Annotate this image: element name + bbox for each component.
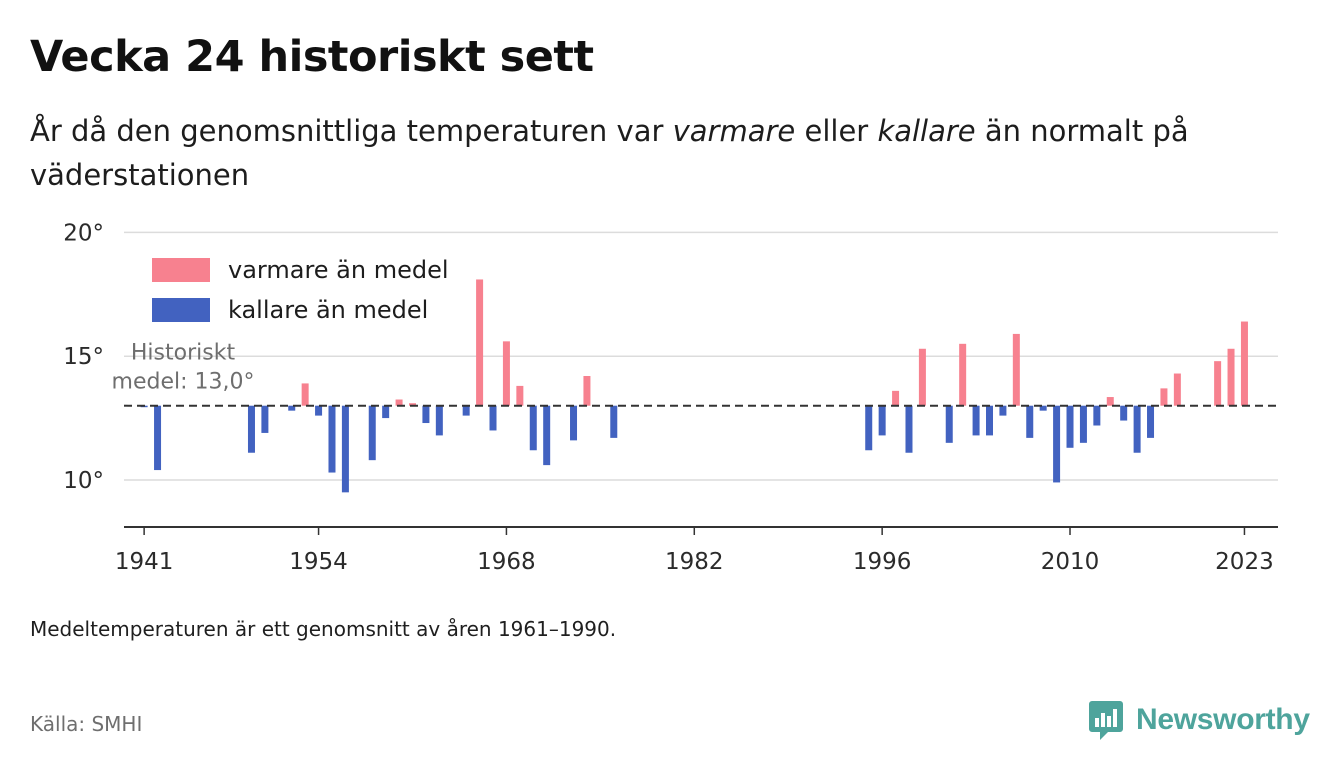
bar-cold <box>1147 405 1155 438</box>
bar-cold <box>1120 405 1128 421</box>
subtitle-part-2: eller <box>795 114 878 148</box>
bar-cold <box>435 405 443 436</box>
bar-cold <box>1026 405 1034 438</box>
bar-warm <box>301 383 309 406</box>
bar-cold <box>570 405 578 441</box>
bar-cold <box>261 405 269 433</box>
x-tick-label: 2010 <box>1041 549 1100 575</box>
bar-cold <box>905 405 913 453</box>
bar-warm <box>583 376 591 406</box>
x-axis-ticks: 1941 1954 1968 1982 1996 2010 2023 <box>115 527 1274 575</box>
bar-cold <box>462 405 470 416</box>
bar-warm <box>1012 333 1020 406</box>
bar-warm <box>1106 397 1114 406</box>
subtitle-part-1: År då den genomsnittliga temperaturen va… <box>30 114 673 148</box>
chart-title: Vecka 24 historiskt sett <box>30 32 594 82</box>
bar-cold <box>422 405 430 424</box>
bar-cold <box>288 405 296 411</box>
x-tick-label: 1982 <box>665 549 724 575</box>
bar-cold <box>368 405 376 461</box>
subtitle-warm-word: varmare <box>672 114 796 148</box>
legend-cold-label: kallare än medel <box>228 296 428 324</box>
subtitle-cold-word: kallare <box>877 114 976 148</box>
brand-logo: Newsworthy <box>1088 697 1310 743</box>
legend-warm-swatch <box>152 258 210 282</box>
legend: varmare än medel kallare än medel <box>144 242 466 330</box>
bar-cold <box>1133 405 1141 453</box>
bar-cold <box>529 405 537 451</box>
bar-cold <box>341 405 349 493</box>
bar-warm <box>959 343 967 406</box>
footnote: Medeltemperaturen är ett genomsnitt av å… <box>30 617 617 641</box>
bar-warm <box>516 385 524 406</box>
bar-cold <box>986 405 993 436</box>
y-axis-labels: 10° 15° 20° <box>63 220 104 494</box>
bar-cold <box>999 405 1007 416</box>
bar-warm <box>502 341 510 406</box>
bar-warm <box>476 279 484 406</box>
y-tick-label: 15° <box>63 344 104 370</box>
bar-cold <box>247 405 255 453</box>
bar-warm <box>1227 348 1235 406</box>
legend-cold-swatch <box>152 298 210 322</box>
bar-cold <box>1053 405 1061 483</box>
bar-warm <box>1214 361 1222 406</box>
y-tick-label: 20° <box>63 220 104 246</box>
x-tick-label: 1954 <box>289 549 348 575</box>
bar-cold <box>610 405 618 438</box>
bar-cold <box>1079 405 1087 443</box>
bar-cold <box>382 405 390 419</box>
mean-label-line-2: medel: 13,0° <box>112 370 255 395</box>
bar-warm <box>1240 321 1248 406</box>
x-tick-label: 1996 <box>853 549 912 575</box>
y-gridlines <box>124 231 1278 481</box>
temperature-bar-chart: 10°15°20° Historiskt medel: 13,0° 1941 19… <box>63 220 1278 575</box>
chart-subtitle: År då den genomsnittliga temperaturen va… <box>30 110 1270 197</box>
bar-cold <box>328 405 336 473</box>
bar-warm <box>918 348 926 406</box>
x-tick-label: 1941 <box>115 549 174 575</box>
bar-warm <box>892 390 900 406</box>
bar-cold <box>543 405 551 466</box>
source-label: Källa: SMHI <box>30 712 143 736</box>
newsworthy-logo-icon <box>1089 701 1123 740</box>
bar-warm <box>395 399 403 406</box>
x-tick-label: 2023 <box>1215 549 1274 575</box>
bar-cold <box>972 405 980 436</box>
bar-cold <box>1066 405 1074 448</box>
bar-cold <box>865 405 873 451</box>
bar-warm <box>1160 388 1168 406</box>
bar-warm <box>409 403 416 406</box>
mean-label-line-1: Historiskt <box>131 341 236 366</box>
bar-cold <box>1039 405 1047 411</box>
mean-label: Historiskt medel: 13,0° <box>112 341 255 395</box>
bar-cold <box>489 405 497 431</box>
bar-warm <box>1173 373 1181 406</box>
bar-cold <box>878 405 886 436</box>
bar-cold <box>1093 405 1101 426</box>
bar-cold <box>315 405 323 416</box>
y-tick-label: 10° <box>63 468 104 494</box>
bars <box>140 279 1248 493</box>
brand-name: Newsworthy <box>1136 703 1310 736</box>
x-tick-label: 1968 <box>477 549 536 575</box>
legend-warm-label: varmare än medel <box>228 256 449 284</box>
bar-cold <box>945 405 953 443</box>
subtitle-part-3: än normalt på väderstationen <box>30 114 1189 192</box>
bar-cold <box>154 405 162 471</box>
